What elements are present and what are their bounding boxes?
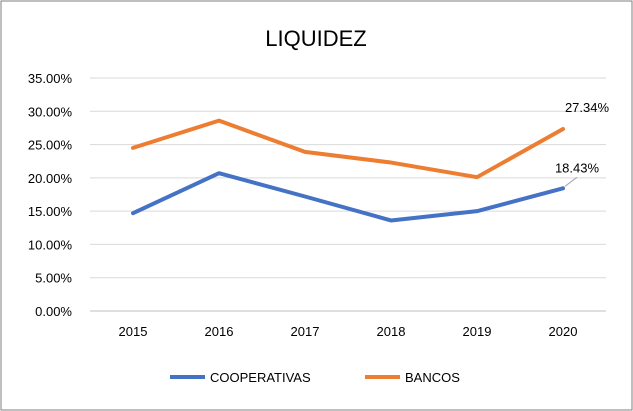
data-label: 18.43% [555,160,600,175]
y-tick-label: 30.00% [28,104,73,119]
x-tick-label: 2016 [205,324,234,339]
series-line-bancos [131,118,565,180]
x-tick-label: 2018 [377,324,406,339]
y-tick-label: 0.00% [35,304,72,319]
legend-label: COOPERATIVAS [210,370,311,385]
y-tick-label: 20.00% [28,171,73,186]
data-label: 27.34% [565,100,610,115]
x-tick-label: 2017 [291,324,320,339]
x-tick-label: 2019 [463,324,492,339]
data-label-leader [564,176,578,187]
y-tick-label: 35.00% [28,71,73,86]
y-tick-label: 5.00% [35,271,72,286]
legend-label: BANCOS [405,370,460,385]
y-tick-label: 25.00% [28,138,73,153]
chart-title: LIQUIDEZ [265,26,366,51]
x-tick-label: 2015 [119,324,148,339]
y-tick-label: 10.00% [28,237,73,252]
series-line-cooperativas [131,171,565,223]
y-tick-label: 15.00% [28,204,73,219]
x-tick-label: 2020 [549,324,578,339]
